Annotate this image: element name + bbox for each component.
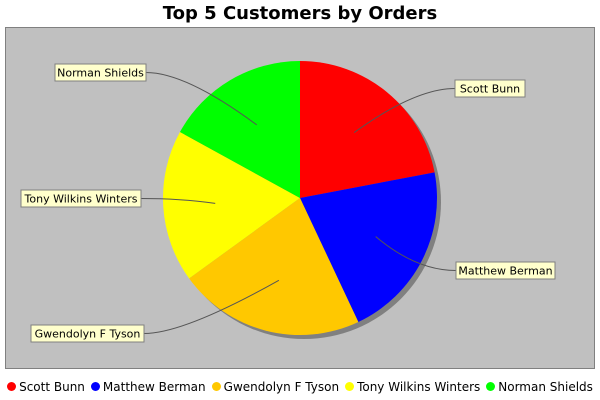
legend-marker [486, 382, 496, 391]
legend-label: Gwendolyn F Tyson [223, 380, 340, 394]
pie-slice-scott-bunn[interactable] [300, 61, 435, 198]
pie-slice-gwendolyn-f-tyson[interactable] [189, 198, 359, 336]
slice-label-matthew-berman: Matthew Berman [458, 265, 552, 278]
legend-item-gwendolyn-f-tyson: Gwendolyn F Tyson [211, 380, 340, 394]
legend-marker [211, 382, 221, 391]
legend-label: Scott Bunn [19, 380, 85, 394]
legend-item-matthew-berman: Matthew Berman [90, 380, 206, 394]
label-box-scott-bunn [454, 79, 526, 98]
label-box-matthew-berman [455, 261, 556, 280]
legend-item-scott-bunn: Scott Bunn [7, 380, 85, 394]
pie-slice-matthew-berman[interactable] [300, 172, 437, 322]
label-box-tony-wilkins-winters [20, 189, 142, 208]
legend-marker [345, 382, 355, 391]
leader-line-gwendolyn-f-tyson [143, 279, 280, 334]
legend-label: Norman Shields [498, 380, 593, 394]
leader-line-matthew-berman [375, 236, 457, 271]
legend-marker [90, 382, 100, 391]
slice-label-scott-bunn: Scott Bunn [460, 83, 520, 96]
leader-line-scott-bunn [353, 88, 456, 133]
legend-label: Matthew Berman [102, 380, 206, 394]
label-box-norman-shields [54, 63, 147, 82]
pie-slice-tony-wilkins-winters[interactable] [162, 131, 300, 279]
legend-item-norman-shields: Norman Shields [486, 380, 593, 394]
slice-label-tony-wilkins-winters: Tony Wilkins Winters [24, 193, 138, 206]
slice-label-norman-shields: Norman Shields [57, 67, 144, 80]
leader-line-tony-wilkins-winters [140, 198, 216, 204]
legend-marker [7, 382, 17, 391]
leader-line-norman-shields [145, 72, 258, 126]
slice-label-gwendolyn-f-tyson: Gwendolyn F Tyson [35, 328, 141, 341]
chart-title: Top 5 Customers by Orders [162, 3, 438, 24]
label-box-gwendolyn-f-tyson [30, 324, 145, 343]
legend-label: Tony Wilkins Winters [357, 380, 481, 394]
pie-slice-norman-shields[interactable] [179, 61, 300, 198]
legend-item-tony-wilkins-winters: Tony Wilkins Winters [345, 380, 480, 394]
legend: Scott Bunn Matthew Berman Gwendolyn F Tyso… [0, 380, 600, 394]
